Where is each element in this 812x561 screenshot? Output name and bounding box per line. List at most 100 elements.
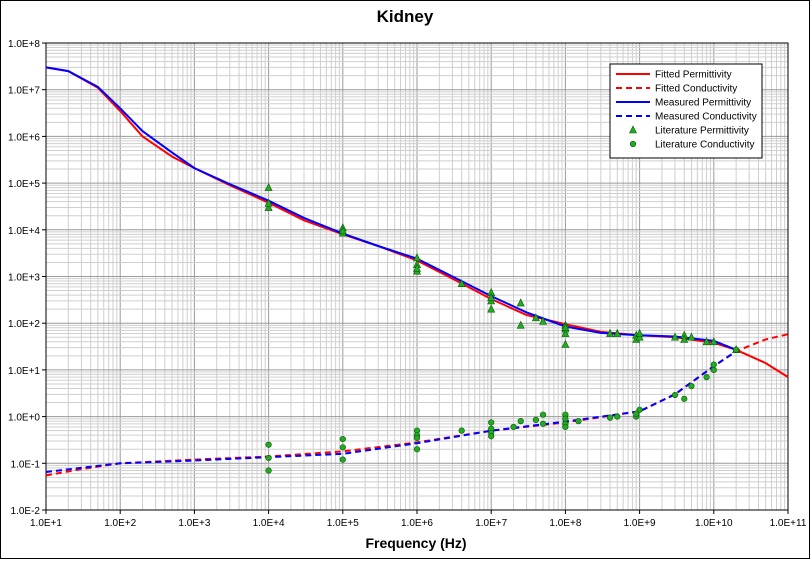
data-point-triangle bbox=[264, 198, 273, 207]
x-tick-label: 1.0E+3 bbox=[178, 518, 210, 529]
x-tick-label: 1.0E+5 bbox=[327, 518, 359, 529]
x-tick-label: 1.0E+4 bbox=[253, 518, 285, 529]
data-point-circle bbox=[532, 416, 539, 423]
data-point-circle bbox=[681, 395, 688, 402]
y-tick-label: 1.0E+2 bbox=[8, 319, 40, 330]
data-point-triangle bbox=[561, 328, 570, 337]
data-point-circle bbox=[265, 467, 272, 474]
data-point-circle bbox=[562, 415, 569, 422]
data-point-circle bbox=[488, 433, 495, 440]
data-point-circle bbox=[606, 414, 614, 421]
legend: Fitted Permittivity Fitted Conductivity Me… bbox=[609, 63, 763, 159]
data-point-triangle bbox=[413, 263, 421, 272]
data-point-circle bbox=[339, 456, 346, 463]
data-point-triangle bbox=[338, 226, 347, 235]
x-axis-ticks: 1.0E+1 1.0E+2 1.0E+3 1.0E+4 1.0E+5 1.0E+6 1.0E… bbox=[30, 510, 807, 529]
x-tick-label: 1.0E+9 bbox=[624, 518, 656, 529]
y-tick-label: 1.0E+5 bbox=[8, 179, 40, 190]
y-tick-label: 1.0E+1 bbox=[8, 366, 40, 377]
data-point-circle bbox=[510, 423, 517, 431]
legend-label: Fitted Conductivity bbox=[655, 84, 737, 95]
data-point-triangle bbox=[487, 293, 496, 302]
data-point-circle bbox=[265, 454, 272, 462]
legend-item-measured-conductivity: Measured Conductivity bbox=[616, 112, 757, 123]
data-point-triangle bbox=[613, 328, 622, 337]
data-point-triangle bbox=[680, 334, 689, 343]
data-point-circle bbox=[413, 434, 421, 441]
data-point-circle bbox=[339, 435, 346, 443]
series-line-measured-conductivity bbox=[45, 350, 737, 473]
data-point-triangle bbox=[702, 337, 711, 346]
data-point-triangle bbox=[687, 332, 696, 341]
data-point-triangle bbox=[457, 279, 466, 288]
x-tick-label: 1.0E+1 bbox=[30, 518, 62, 529]
data-point-circle bbox=[614, 413, 621, 420]
y-tick-label: 1.0E+8 bbox=[8, 39, 40, 50]
data-point-circle bbox=[575, 418, 582, 425]
x-tick-label: 1.0E+2 bbox=[104, 518, 136, 529]
y-tick-label: 1.0E-2 bbox=[11, 506, 41, 517]
series-line-measured-permittivity bbox=[45, 66, 737, 351]
data-point-circle bbox=[636, 406, 643, 413]
data-point-triangle bbox=[635, 328, 644, 337]
data-point-circle bbox=[733, 346, 740, 353]
y-tick-label: 1.0E+0 bbox=[8, 413, 40, 424]
x-tick-label: 1.0E+10 bbox=[695, 518, 733, 529]
y-tick-label: 1.0E+6 bbox=[8, 132, 40, 143]
y-tick-label: 1.0E+7 bbox=[8, 86, 40, 97]
legend-item-literature-conductivity: Literature Conductivity bbox=[629, 140, 755, 151]
x-tick-label: 1.0E+11 bbox=[770, 518, 807, 529]
data-point-circle bbox=[517, 418, 524, 425]
x-axis-label: Frequency (Hz) bbox=[365, 535, 466, 551]
data-point-circle bbox=[688, 382, 695, 390]
legend-swatch-triangle bbox=[629, 125, 637, 134]
series-measured-permittivity bbox=[45, 66, 737, 351]
legend-swatch-circle bbox=[629, 140, 637, 148]
y-tick-label: 1.0E+4 bbox=[8, 226, 40, 237]
data-point-circle bbox=[703, 374, 710, 381]
data-point-triangle bbox=[561, 339, 570, 348]
series-measured-conductivity bbox=[45, 350, 737, 473]
data-point-circle bbox=[539, 420, 547, 427]
x-tick-label: 1.0E+8 bbox=[549, 518, 581, 529]
x-tick-label: 1.0E+7 bbox=[475, 518, 507, 529]
legend-item-fitted-conductivity: Fitted Conductivity bbox=[616, 84, 737, 95]
legend-label: Measured Conductivity bbox=[655, 112, 757, 123]
series-literature-conductivity bbox=[265, 346, 740, 474]
data-point-circle bbox=[562, 423, 569, 431]
chart-title: Kidney bbox=[377, 7, 434, 26]
data-point-triangle bbox=[561, 323, 570, 332]
data-point-circle bbox=[488, 419, 495, 426]
data-point-triangle bbox=[264, 182, 273, 191]
data-point-circle bbox=[710, 361, 717, 368]
data-point-circle bbox=[265, 441, 272, 448]
data-point-circle bbox=[633, 410, 640, 417]
y-tick-label: 1.0E-1 bbox=[11, 459, 41, 470]
data-point-circle bbox=[539, 411, 547, 418]
data-point-triangle bbox=[487, 304, 496, 313]
legend-item-literature-permittivity: Literature Permittivity bbox=[629, 125, 749, 137]
data-point-triangle bbox=[671, 332, 679, 341]
y-axis-ticks: 1.0E-2 1.0E-1 1.0E+0 1.0E+1 1.0E+2 1.0E+3 1.0E… bbox=[8, 39, 46, 517]
legend-item-fitted-permittivity: Fitted Permittivity bbox=[616, 70, 732, 81]
legend-label: Measured Permittivity bbox=[655, 98, 751, 109]
data-point-circle bbox=[458, 427, 465, 434]
data-point-triangle bbox=[709, 337, 718, 346]
data-point-circle bbox=[671, 391, 679, 399]
data-point-circle bbox=[413, 446, 421, 453]
legend-label: Literature Permittivity bbox=[655, 126, 749, 137]
legend-label: Literature Conductivity bbox=[655, 140, 755, 151]
legend-item-measured-permittivity: Measured Permittivity bbox=[616, 98, 751, 109]
data-point-triangle bbox=[539, 316, 548, 325]
data-point-triangle bbox=[531, 313, 540, 322]
data-point-circle bbox=[710, 366, 717, 374]
data-point-triangle bbox=[606, 328, 615, 337]
y-tick-label: 1.0E+3 bbox=[8, 273, 40, 284]
data-point-triangle bbox=[516, 298, 525, 307]
series-layer bbox=[45, 66, 789, 477]
legend-label: Fitted Permittivity bbox=[655, 70, 732, 81]
data-point-circle bbox=[339, 444, 346, 451]
data-point-triangle bbox=[264, 202, 273, 211]
